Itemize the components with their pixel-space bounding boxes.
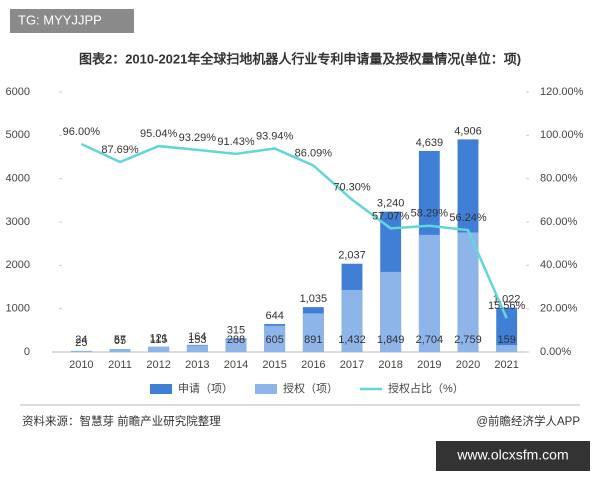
data-label: 95.04% <box>140 128 178 140</box>
data-label: 315 <box>227 324 245 336</box>
x-tick-label: 2011 <box>108 359 132 371</box>
y-tick-label: 6000 <box>6 86 30 98</box>
x-tick-label: 2018 <box>378 359 402 371</box>
data-label: 1,849 <box>377 334 405 346</box>
line <box>80 142 508 319</box>
y2-tick-label: 100.00% <box>540 129 584 141</box>
legend-label: 授权占比（%） <box>388 381 464 395</box>
bar <box>341 289 363 352</box>
data-label: 2,704 <box>416 334 444 346</box>
watermark: TG: MYYJJPP <box>18 12 102 27</box>
data-label: 121 <box>149 333 167 345</box>
data-label: 93.29% <box>179 132 217 144</box>
bar <box>496 345 518 352</box>
credit: @前瞻经济学人APP <box>476 414 580 428</box>
y2-tick-label: 80.00% <box>540 173 578 185</box>
bar <box>225 339 247 352</box>
y2-tick-label: 60.00% <box>540 216 578 228</box>
y2-tick-label: 40.00% <box>540 259 578 271</box>
data-label: 56.24% <box>449 212 487 224</box>
bar <box>496 307 518 352</box>
y-tick-label: 5000 <box>6 129 30 141</box>
data-label: 86.09% <box>295 147 333 159</box>
bar <box>302 313 324 352</box>
y-tick-label: 2000 <box>6 259 30 271</box>
x-tick-label: 2021 <box>494 359 518 371</box>
data-label: 2,037 <box>338 250 366 262</box>
watermark-box <box>10 9 134 33</box>
y-tick-label: 0 <box>24 346 30 358</box>
x-tick-label: 2013 <box>185 359 209 371</box>
data-label: 153 <box>188 334 206 346</box>
data-label: 65 <box>114 335 126 347</box>
data-label: 87.69% <box>101 144 139 156</box>
data-label: 159 <box>497 334 515 346</box>
data-label: 115 <box>150 334 168 346</box>
legend-swatch <box>255 384 277 394</box>
data-label: 2,759 <box>454 334 482 346</box>
x-tick-label: 2016 <box>301 359 325 371</box>
legend-swatch <box>150 384 172 394</box>
bar <box>418 234 440 352</box>
bar <box>148 347 170 352</box>
data-label: 1,432 <box>338 334 366 346</box>
data-label: 1,035 <box>300 293 328 305</box>
x-tick-label: 2017 <box>340 359 364 371</box>
chart-title: 图表2：2010-2021年全球扫地机器人行业专利申请量及授权量情况(单位：项) <box>79 51 521 66</box>
data-label: 70.30% <box>333 182 371 194</box>
data-label: 25 <box>75 337 87 349</box>
data-label: 96.00% <box>63 126 101 138</box>
legend-label: 授权（项） <box>283 381 338 395</box>
y2-tick-label: 0.00% <box>540 346 571 358</box>
x-tick-label: 2010 <box>69 359 93 371</box>
data-label: 93.94% <box>256 130 294 142</box>
legend-label: 申请（项） <box>178 382 233 395</box>
x-tick-label: 2012 <box>146 359 170 371</box>
data-label: 288 <box>227 334 245 346</box>
data-label: 57 <box>114 334 126 346</box>
bar <box>457 232 479 352</box>
watermark-box <box>436 441 590 471</box>
x-tick-label: 2014 <box>224 359 248 371</box>
data-label: 4,906 <box>454 125 482 137</box>
y2-tick-label: 20.00% <box>540 303 578 315</box>
y-tick-label: 4000 <box>6 173 30 185</box>
data-label: 164 <box>188 331 206 343</box>
y2-tick-label: 120.00% <box>540 86 584 98</box>
data-label: 605 <box>265 334 283 346</box>
bar <box>109 349 131 352</box>
watermark: www.olcxsfm.com <box>456 447 568 463</box>
data-label: 57.07% <box>372 210 410 222</box>
x-tick-label: 2019 <box>417 359 441 371</box>
data-label: 644 <box>265 310 283 322</box>
bar <box>186 345 208 352</box>
data-label: 91.43% <box>217 136 255 148</box>
data-label: 58.29% <box>411 208 449 220</box>
data-label: 891 <box>304 334 322 346</box>
data-label: 4,639 <box>416 137 444 149</box>
data-label: 3,240 <box>377 198 405 210</box>
data-label: 24 <box>75 334 87 346</box>
source: 资料来源：智慧芽 前瞻产业研究院整理 <box>22 414 221 428</box>
x-tick-label: 2020 <box>456 359 480 371</box>
y-tick-label: 3000 <box>6 216 30 228</box>
bar <box>264 325 286 352</box>
x-tick-label: 2015 <box>262 359 286 371</box>
bar <box>380 271 402 352</box>
data-label: 15.56% <box>488 300 526 312</box>
bar <box>70 350 92 352</box>
y-tick-label: 1000 <box>6 303 30 315</box>
